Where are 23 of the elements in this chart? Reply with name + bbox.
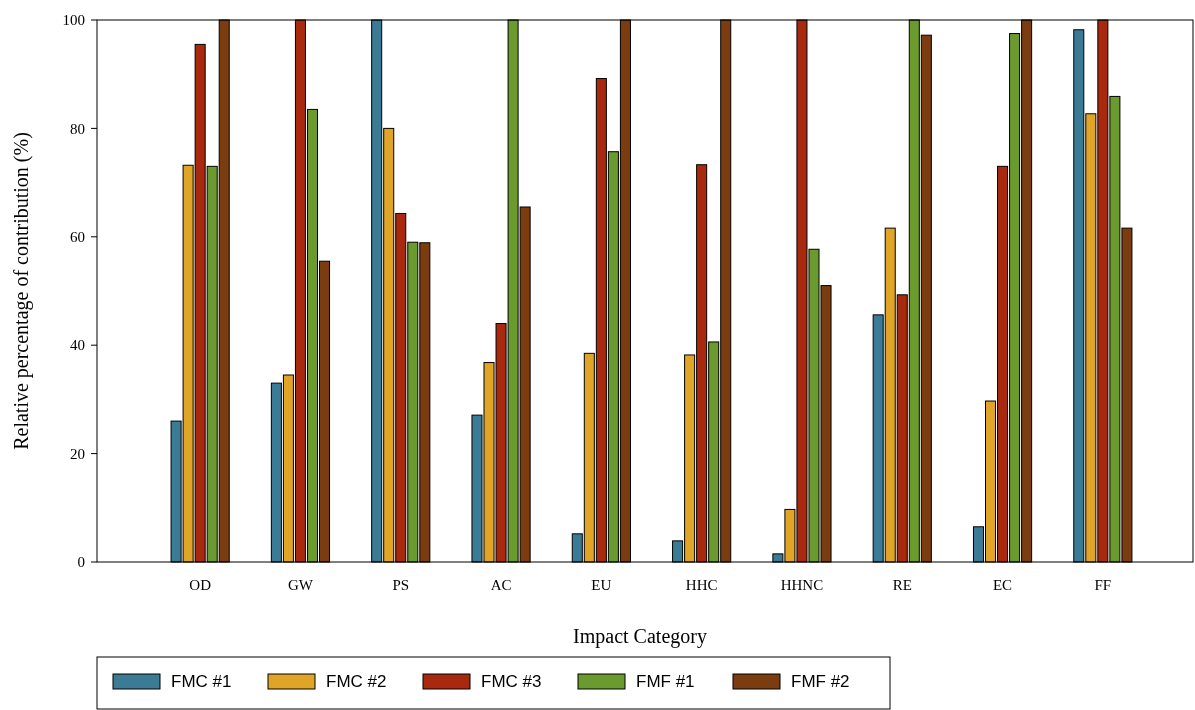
x-tick-label: RE [892, 577, 912, 593]
y-tick-label: 60 [70, 229, 85, 246]
legend-label: FMC #2 [326, 672, 387, 691]
y-tick-label: 20 [70, 445, 85, 462]
x-tick-label: FF [1094, 577, 1112, 593]
x-tick-label: EU [591, 577, 612, 593]
y-tick-label: 40 [70, 337, 85, 354]
y-tick-label: 100 [62, 12, 85, 29]
legend-label: FMC #3 [481, 672, 542, 691]
x-tick-label: AC [490, 577, 512, 593]
x-axis-title: Impact Category [573, 625, 707, 648]
legend-label: FMF #1 [636, 672, 695, 691]
legend-label: FMF #2 [791, 672, 850, 691]
x-tick-label: EC [992, 577, 1013, 593]
x-tick-label: OD [189, 577, 212, 593]
x-tick-label: HHNC [780, 577, 824, 593]
x-tick-label: HHC [685, 577, 718, 593]
y-axis-title: Relative percentage of contribution (%) [10, 132, 33, 450]
x-tick-label: GW [287, 577, 314, 593]
legend-label: FMC #1 [171, 672, 232, 691]
y-tick-label: 80 [70, 120, 85, 137]
x-tick-label: PS [392, 577, 410, 593]
y-tick-label: 0 [77, 554, 85, 571]
